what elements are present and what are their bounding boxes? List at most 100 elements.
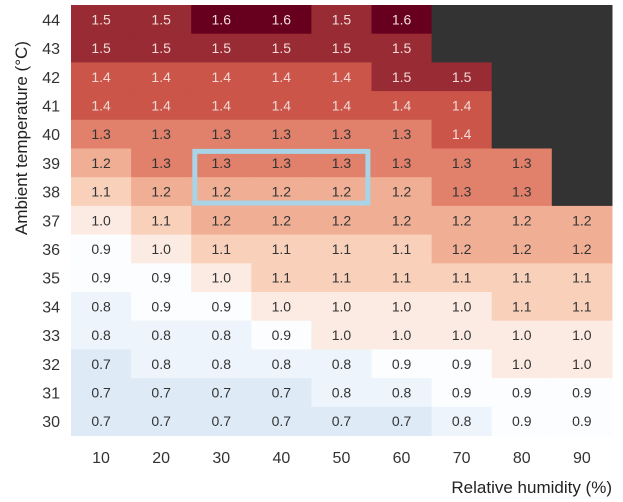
heatmap-cell bbox=[431, 292, 493, 322]
heatmap-cell bbox=[71, 320, 132, 350]
heatmap-cell bbox=[131, 91, 192, 121]
cell-value-label: 1.3 bbox=[332, 126, 352, 142]
heatmap-cell bbox=[191, 292, 252, 322]
heatmap-cell bbox=[551, 62, 613, 92]
cell-value-label: 1.5 bbox=[212, 40, 232, 56]
cell-value-label: 0.9 bbox=[452, 384, 472, 400]
heatmap-cell bbox=[191, 406, 252, 437]
cell-value-label: 0.8 bbox=[332, 356, 352, 372]
cell-value-label: 1.0 bbox=[392, 327, 412, 343]
cell-value-label: 1.2 bbox=[512, 212, 532, 228]
cell-value-label: 1.6 bbox=[272, 11, 292, 27]
heatmap-cell bbox=[371, 62, 433, 92]
heatmap-cell bbox=[71, 292, 132, 322]
heatmap-cell bbox=[371, 378, 433, 408]
heatmap-cell bbox=[131, 5, 192, 35]
heatmap-cell bbox=[311, 33, 373, 63]
heatmap-cell bbox=[491, 5, 553, 35]
heatmap-cell bbox=[491, 119, 553, 150]
y-tick-label: 43 bbox=[42, 41, 60, 58]
heatmap-cell bbox=[491, 292, 553, 322]
heatmap-cell bbox=[251, 263, 312, 293]
cell-value-label: 1.3 bbox=[212, 126, 232, 142]
x-tick-label: 60 bbox=[393, 450, 411, 467]
x-tick-label: 10 bbox=[92, 450, 110, 467]
cell-value-label: 1.3 bbox=[272, 126, 292, 142]
cell-value-label: 1.2 bbox=[272, 184, 292, 200]
cell-value-label: 1.4 bbox=[212, 97, 232, 113]
x-tick-label: 80 bbox=[513, 450, 531, 467]
y-tick-label: 31 bbox=[42, 385, 60, 402]
heatmap-cell bbox=[491, 263, 553, 293]
cell-value-label: 1.4 bbox=[332, 69, 352, 85]
heatmap-cell bbox=[371, 33, 433, 63]
cell-value-label: 1.0 bbox=[91, 212, 111, 228]
heatmap-cell bbox=[131, 320, 192, 350]
cell-value-label: 1.4 bbox=[452, 97, 472, 113]
heatmap-cell bbox=[71, 349, 132, 379]
cell-value-label: 0.9 bbox=[212, 298, 232, 314]
heatmap-cell bbox=[131, 33, 192, 63]
heatmap-cell bbox=[191, 62, 252, 92]
cell-value-label: 1.1 bbox=[272, 270, 292, 286]
heatmap-cell bbox=[131, 62, 192, 92]
cell-value-label: 0.7 bbox=[91, 384, 111, 400]
cell-value-label: 0.9 bbox=[452, 356, 472, 372]
cell-value-label: 0.9 bbox=[512, 384, 532, 400]
heatmap-cell bbox=[131, 349, 192, 379]
heatmap-cell bbox=[191, 205, 252, 236]
heatmap-cell bbox=[491, 320, 553, 350]
cell-value-label: 0.9 bbox=[91, 241, 111, 257]
heatmap-cell bbox=[491, 349, 553, 379]
cell-value-label: 1.2 bbox=[332, 212, 352, 228]
heatmap-cell bbox=[431, 91, 493, 121]
heatmap-cell bbox=[551, 378, 613, 408]
heatmap-cell bbox=[131, 378, 192, 408]
cell-value-label: 1.2 bbox=[272, 212, 292, 228]
cell-value-label: 1.2 bbox=[151, 184, 171, 200]
heatmap-cell bbox=[431, 263, 493, 293]
cell-value-label: 1.0 bbox=[452, 298, 472, 314]
cell-value-label: 1.5 bbox=[151, 11, 171, 27]
heatmap-cell bbox=[371, 148, 433, 178]
cell-value-label: 0.7 bbox=[151, 384, 171, 400]
heatmap-cell bbox=[191, 378, 252, 408]
heatmap-cell bbox=[311, 119, 373, 150]
heatmap-cell bbox=[71, 148, 132, 178]
heatmap-cell bbox=[491, 205, 553, 236]
cell-value-label: 1.6 bbox=[392, 11, 412, 27]
y-axis-label: Ambient temperature (°C) bbox=[12, 41, 31, 235]
heatmap-cell bbox=[71, 406, 132, 437]
cell-value-label: 1.4 bbox=[332, 97, 352, 113]
cell-value-label: 0.7 bbox=[91, 413, 111, 429]
cell-value-label: 0.9 bbox=[272, 327, 292, 343]
heatmap-cell bbox=[251, 91, 312, 121]
x-axis-ticks: 10 20 30 40 50 60 70 80 90 bbox=[92, 450, 591, 467]
heatmap-cell bbox=[551, 263, 613, 293]
cell-value-label: 0.8 bbox=[392, 384, 412, 400]
y-tick-label: 34 bbox=[42, 299, 60, 316]
heatmap-cell bbox=[191, 119, 252, 150]
cell-value-label: 1.2 bbox=[212, 184, 232, 200]
cell-value-label: 1.1 bbox=[272, 241, 292, 257]
heatmap-cell bbox=[71, 205, 132, 236]
cell-value-label: 1.3 bbox=[512, 155, 532, 171]
heatmap-cell bbox=[491, 378, 553, 408]
cell-value-label: 0.8 bbox=[91, 327, 111, 343]
cell-value-label: 1.5 bbox=[332, 40, 352, 56]
cell-value-label: 0.7 bbox=[332, 413, 352, 429]
cell-value-label: 0.8 bbox=[212, 356, 232, 372]
cell-value-label: 1.4 bbox=[452, 126, 472, 142]
heatmap-cell bbox=[371, 406, 433, 437]
cell-value-label: 1.3 bbox=[332, 155, 352, 171]
cell-value-label: 0.9 bbox=[91, 270, 111, 286]
cell-value-label: 1.3 bbox=[151, 126, 171, 142]
y-axis-ticks: 44 43 42 41 40 39 38 37 36 35 34 33 32 31 30 bbox=[42, 12, 60, 431]
heatmap-cell bbox=[491, 234, 553, 264]
heatmap-cell bbox=[371, 5, 433, 35]
y-tick-label: 38 bbox=[42, 185, 60, 202]
cell-value-label: 0.7 bbox=[212, 413, 232, 429]
heatmap-cell bbox=[71, 62, 132, 92]
heatmap-cell bbox=[551, 33, 613, 63]
heatmap-cell bbox=[251, 406, 312, 437]
